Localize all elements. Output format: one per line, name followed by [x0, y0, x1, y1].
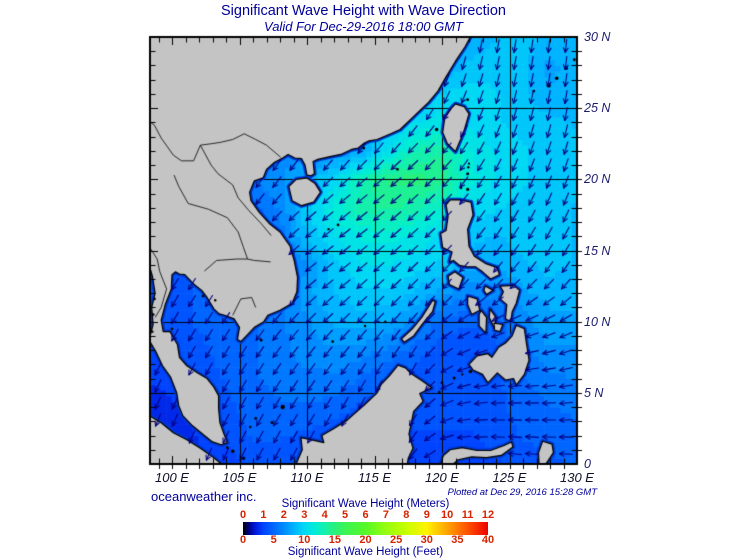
lat-label-30: 30 N [584, 30, 611, 44]
meters-tick-9: 9 [423, 509, 430, 521]
meters-tick-11: 11 [461, 509, 474, 521]
feet-tick-5: 5 [270, 534, 277, 546]
meters-tick-2: 2 [280, 509, 287, 521]
lon-label-125: 125 E [492, 470, 527, 485]
meters-tick-10: 10 [441, 509, 454, 521]
feet-tick-10: 10 [298, 534, 311, 546]
lat-label-10: 10 N [584, 314, 611, 329]
lat-label-25: 25 N [584, 101, 611, 116]
feet-tick-0: 0 [239, 534, 247, 546]
meters-tick-8: 8 [403, 509, 410, 521]
plotted-timestamp: Plotted at Dec 29, 2016 15:28 GMT [447, 487, 597, 498]
lat-label-20: 20 N [584, 172, 611, 187]
lat-label-15: 15 N [584, 243, 611, 258]
feet-tick-25: 25 [390, 534, 403, 546]
meters-tick-7: 7 [382, 509, 389, 521]
colorbar-gradient [243, 522, 488, 535]
lon-label-105: 105 E [222, 470, 257, 485]
valid-time-subtitle: Valid For Dec-29-2016 18:00 GMT [264, 19, 463, 34]
meters-tick-3: 3 [301, 509, 308, 521]
meters-tick-4: 4 [321, 509, 328, 521]
page-title: Significant Wave Height with Wave Direct… [220, 3, 506, 19]
colorbar-meters-title: Significant Wave Height (Meters) [281, 498, 450, 510]
meters-tick-0: 0 [239, 509, 247, 521]
lon-label-100: 100 E [155, 470, 189, 485]
meters-tick-5: 5 [342, 509, 349, 521]
lon-label-130: 130 E [560, 470, 594, 485]
feet-tick-30: 30 [420, 534, 433, 546]
meters-tick-1: 1 [260, 509, 267, 521]
feet-tick-35: 35 [451, 534, 464, 546]
lon-label-110: 110 E [290, 470, 324, 485]
meters-tick-6: 6 [362, 509, 369, 521]
feet-tick-40: 40 [481, 534, 495, 546]
lon-label-115: 115 E [357, 470, 392, 485]
feet-tick-15: 15 [328, 534, 341, 546]
lat-label-0: 0 [584, 457, 591, 471]
lat-label-5: 5 N [584, 385, 604, 400]
credit-text: oceanweather inc. [151, 489, 257, 504]
lon-label-120: 120 E [425, 470, 459, 485]
feet-tick-20: 20 [359, 534, 372, 546]
colorbar-feet-title: Significant Wave Height (Feet) [287, 546, 444, 558]
meters-tick-12: 12 [481, 509, 495, 521]
